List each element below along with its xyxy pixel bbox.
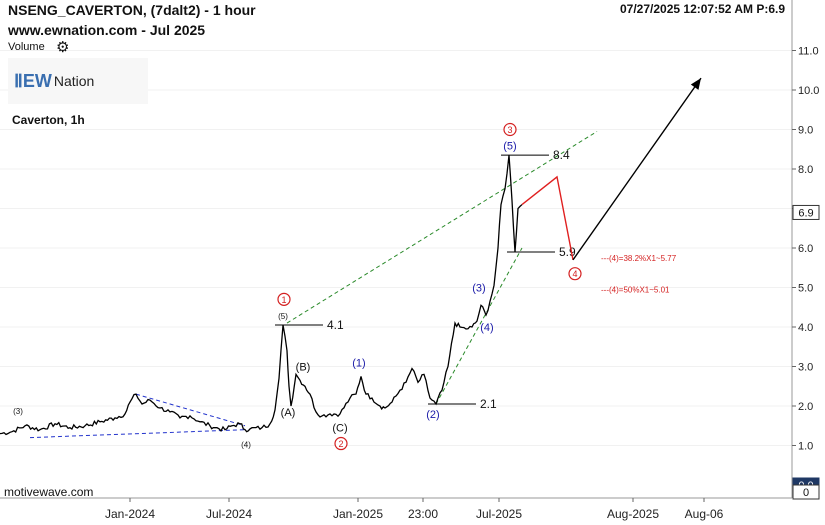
wave-label: 3 xyxy=(507,125,512,135)
x-tick-label: Aug-06 xyxy=(685,507,724,521)
triangle-line xyxy=(135,393,246,427)
price-level-label: 4.1 xyxy=(327,318,344,332)
wave-label: (5) xyxy=(278,312,288,321)
logo-text: Nation xyxy=(53,73,95,89)
wave-labels: ---(4)=38.2%X1~5.77 ---(4)=50%X1~5.01 (3) (… xyxy=(13,122,677,451)
y-tick-label: 11.0 xyxy=(798,46,819,58)
wave-label: 4 xyxy=(572,269,577,279)
gear-icon[interactable]: ⚙ xyxy=(56,39,70,56)
wave-label: (3) xyxy=(472,283,485,295)
price-box xyxy=(792,204,820,220)
y-tick-label: 10.0 xyxy=(798,85,819,97)
wave-label: (2) xyxy=(426,409,439,421)
wave-label: (B) xyxy=(296,362,311,374)
wave-circle xyxy=(503,122,517,137)
y-tick-label: 8.0 xyxy=(798,164,813,176)
price-box xyxy=(792,484,820,500)
wave-label: 2 xyxy=(338,439,343,449)
wave-label: 1 xyxy=(281,295,286,305)
price-box-label: 6.9 xyxy=(798,207,813,219)
wave-label: (A) xyxy=(281,407,296,419)
price-line xyxy=(0,155,523,436)
price-level-label: 5.9 xyxy=(559,245,576,259)
wave-circle xyxy=(334,436,348,451)
footer-source: motivewave.com xyxy=(4,485,94,499)
projection-path xyxy=(521,175,574,260)
y-tick-label: 9.0 xyxy=(798,125,813,137)
y-tick-label: 2.0 xyxy=(798,401,813,413)
y-tick-label: 5.0 xyxy=(798,283,813,295)
triangle-line xyxy=(29,429,246,439)
wave-label: (4) xyxy=(480,322,493,334)
x-tick-label: Aug-2025 xyxy=(607,507,659,521)
chart-caption: Caverton, 1h xyxy=(12,113,85,127)
projection-lines xyxy=(521,77,702,261)
site-subtitle: www.ewnation.com - Jul 2025 xyxy=(8,22,206,38)
x-tick-label: Jan-2025 xyxy=(333,507,383,521)
timestamp-readout: 07/27/2025 12:07:52 AM P:6.9 xyxy=(620,2,785,16)
wave-label: (5) xyxy=(503,140,516,152)
price-box-label: 0 xyxy=(803,487,809,499)
channel-line xyxy=(435,247,523,405)
wave-label: (3) xyxy=(13,407,23,416)
wave-label: (4) xyxy=(241,441,251,450)
y-tick-label: 1.0 xyxy=(798,441,813,453)
fib-note: ---(4)=38.2%X1~5.77 xyxy=(601,254,677,263)
target-arrow-line xyxy=(572,77,702,261)
wave-circle xyxy=(568,267,582,281)
gridlines xyxy=(0,50,792,446)
fib-note: ---(4)=50%X1~5.01 xyxy=(601,285,670,294)
x-tick-label: Jul-2024 xyxy=(206,507,252,521)
x-tick-label: 23:00 xyxy=(408,507,438,521)
price-level-label: 8.4 xyxy=(553,148,570,162)
y-tick-label: 4.0 xyxy=(798,322,813,334)
y-tick-label: 3.0 xyxy=(798,362,813,374)
chart-title: NSENG_CAVERTON, (7dalt2) - 1 hour xyxy=(8,2,256,18)
channel-lines xyxy=(286,131,598,405)
x-tick-label: Jan-2024 xyxy=(105,507,155,521)
wave-circle xyxy=(277,292,291,306)
channel-line xyxy=(286,131,598,324)
x-tick-label: Jul-2025 xyxy=(476,507,522,521)
target-arrow-head xyxy=(690,78,701,90)
wave-label: (C) xyxy=(332,423,347,435)
brand-logo: ⅡEW Nation xyxy=(8,58,148,104)
logo-mark: ⅡEW xyxy=(14,70,52,91)
y-tick-label: 6.0 xyxy=(798,243,813,255)
wave-label: (1) xyxy=(352,358,365,370)
price-level-label: 2.1 xyxy=(480,397,497,411)
volume-label: Volume xyxy=(8,41,45,53)
triangle-lines xyxy=(29,393,246,439)
price-series: 4.1 8.4 5.9 2.1 xyxy=(0,148,576,436)
